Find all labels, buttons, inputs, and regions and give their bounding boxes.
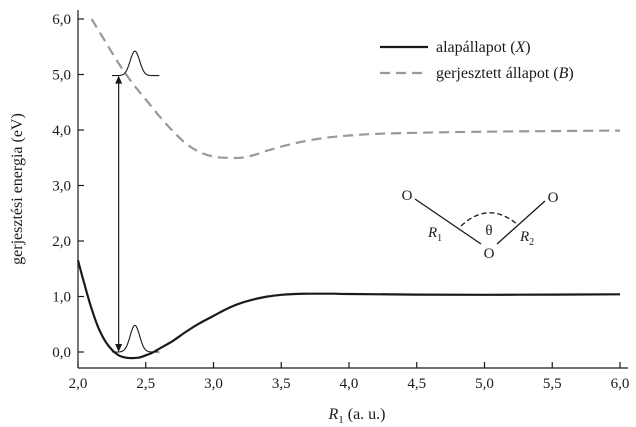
series-line-excited — [90, 18, 621, 160]
atom-right-label: O — [548, 190, 559, 206]
series-line-ground — [76, 260, 621, 360]
y-tick-label: 5,0 — [52, 68, 71, 84]
transition-arrow-head-up — [115, 75, 123, 84]
legend: alapállapot (X) gerjesztett állapot (B) — [380, 39, 574, 82]
x-ticks: 2,0 2,5 3,0 3,5 4,0 4,5 5,0 5,5 6,0 — [69, 362, 630, 392]
legend-label-ground: alapállapot (X) — [436, 39, 531, 56]
x-tick-label: 4,0 — [340, 376, 359, 392]
bond-right-label-var: R — [519, 229, 529, 245]
x-tick-label: 6,0 — [611, 376, 630, 392]
bond-left-label-var: R — [427, 225, 437, 241]
atom-left-label: O — [402, 188, 413, 204]
y-tick-label: 2,0 — [52, 234, 71, 250]
series-layer — [76, 18, 621, 360]
angle-arc — [460, 212, 519, 227]
atom-center-label: O — [484, 246, 495, 262]
x-tick-label: 4,5 — [407, 376, 426, 392]
bond-right — [496, 200, 546, 245]
legend-label-ground-close: ) — [525, 39, 530, 56]
annotation-layer — [111, 50, 160, 353]
y-tick-label: 6,0 — [52, 12, 71, 28]
molecule-inset: O O O θ R1 R2 — [402, 188, 559, 262]
y-axis-title: gerjesztési energia (eV) — [9, 113, 26, 265]
x-tick-label: 3,5 — [272, 376, 291, 392]
x-tick-label: 5,0 — [475, 376, 494, 392]
x-tick-label: 2,5 — [136, 376, 155, 392]
x-tick-label: 3,0 — [204, 376, 223, 392]
legend-label-excited-close: ) — [568, 65, 573, 82]
x-axis-title-var: R — [327, 406, 338, 423]
bond-left-label-sub: 1 — [437, 233, 442, 244]
x-tick-label: 5,5 — [543, 376, 562, 392]
wavepacket-ground — [111, 324, 160, 353]
bond-right-label: R2 — [519, 229, 534, 248]
x-axis-title: R1 (a. u.) — [327, 406, 385, 426]
y-tick-label: 3,0 — [52, 179, 71, 195]
bond-left-label: R1 — [427, 225, 442, 244]
y-tick-label: 1,0 — [52, 290, 71, 306]
y-tick-label: 4,0 — [52, 123, 71, 139]
x-axis-title-rest: (a. u.) — [344, 406, 386, 423]
legend-label-ground-name: alapállapot — [436, 39, 507, 56]
legend-label-excited: gerjesztett állapot (B) — [436, 65, 574, 82]
legend-label-ground-open: ( — [506, 39, 515, 56]
transition-arrow-head-down — [115, 344, 123, 352]
y-tick-label: 0,0 — [52, 345, 71, 361]
legend-label-ground-symbol: X — [515, 39, 527, 56]
angle-label: θ — [485, 223, 492, 239]
wavepacket-excited — [111, 50, 160, 77]
axes — [77, 10, 628, 369]
legend-label-excited-symbol: B — [559, 65, 569, 82]
x-tick-label: 2,0 — [69, 376, 88, 392]
bond-left — [414, 198, 482, 245]
x-axis-title-sub: 1 — [338, 414, 344, 426]
legend-label-excited-name: gerjesztett állapot — [436, 65, 550, 82]
bond-right-label-sub: 2 — [529, 237, 534, 248]
legend-label-excited-open: ( — [549, 65, 558, 82]
y-ticks: 0,0 1,0 2,0 3,0 4,0 5,0 6,0 — [52, 12, 84, 361]
